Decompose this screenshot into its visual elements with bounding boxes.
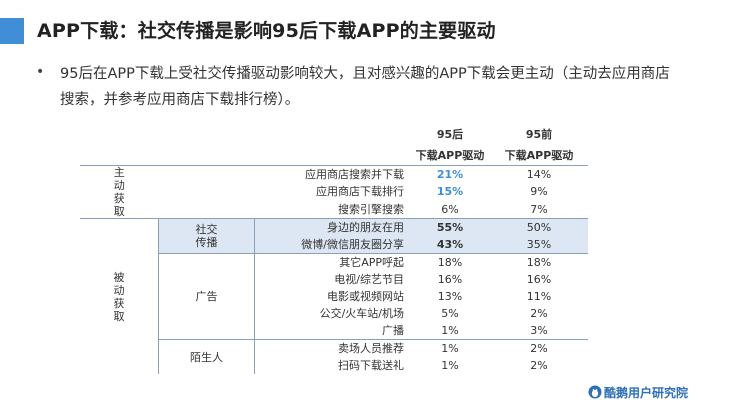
row-label: 搜索引擎搜索 bbox=[254, 200, 410, 219]
bullet-text: 95后在APP下载上受社交传播驱动影响较大，且对感兴趣的APP下载会更主动（主动… bbox=[60, 66, 670, 108]
value-95qian: 9% bbox=[530, 185, 548, 199]
table-row: 广播 1% 3% bbox=[80, 322, 588, 340]
row-label: 卖场人员推荐 bbox=[338, 342, 404, 355]
value-95qian: 2% bbox=[530, 359, 548, 372]
page-title: APP下载：社交传播是影响95后下载APP的主要驱动 bbox=[37, 20, 496, 42]
table-row: 扫码下载送礼 1% 2% bbox=[80, 357, 588, 374]
row-label: 广播 bbox=[254, 322, 410, 340]
download-driver-table: 95后 95前 下载APP驱动 下载APP驱动 主动获取 应用商店搜索并下载 2… bbox=[80, 124, 588, 374]
subheader-95hou: 下载APP驱动 bbox=[410, 146, 490, 166]
table-row: 陌生人 卖场人员推荐 1% 2% bbox=[80, 339, 588, 374]
row-label: 应用商店搜索并下载 bbox=[305, 168, 404, 182]
value-95qian: 14% bbox=[526, 168, 552, 182]
value-95qian: 18% bbox=[526, 256, 552, 269]
row-label: 扫码下载送礼 bbox=[338, 359, 404, 372]
brand-name: 酷鹅用户研究院 bbox=[604, 386, 689, 400]
table-row: 主动获取 应用商店搜索并下载 21% 14% bbox=[80, 165, 588, 219]
value-95hou: 6% bbox=[410, 200, 490, 219]
value-95hou: 13% bbox=[437, 290, 463, 303]
subgroup-label-ads: 广告 bbox=[158, 253, 255, 340]
subgroup-label-social: 社交 传播 bbox=[158, 218, 255, 254]
penguin-logo-icon bbox=[588, 385, 602, 399]
col-header-95qian: 95前 bbox=[525, 128, 553, 141]
table-header-row: 95后 95前 bbox=[80, 124, 588, 146]
value-95hou: 1% bbox=[441, 359, 459, 372]
table-row: 搜索引擎搜索 6% 7% bbox=[80, 200, 588, 219]
value-95qian: 50% bbox=[526, 221, 552, 234]
value-95qian: 2% bbox=[530, 342, 548, 355]
value-95hou: 16% bbox=[437, 273, 463, 286]
col-header-95hou: 95后 bbox=[436, 128, 464, 141]
table-row: 应用商店下载排行 15% 9% bbox=[80, 183, 588, 200]
row-label: 公交/火车站/机场 bbox=[319, 307, 404, 320]
table-row: 被动获取 社交 传播 身边的朋友在用 55% 50% bbox=[80, 218, 588, 374]
value-95hou: 18% bbox=[437, 256, 463, 269]
value-95hou: 15% bbox=[436, 185, 464, 199]
row-label: 应用商店下载排行 bbox=[316, 185, 404, 199]
value-95hou: 5% bbox=[441, 307, 459, 320]
row-label: 电视/综艺节目 bbox=[334, 273, 404, 286]
subgroup-label-stranger: 陌生人 bbox=[158, 339, 255, 374]
table-row: 电视/综艺节目 16% 16% bbox=[80, 271, 588, 288]
value-95qian: 3% bbox=[490, 322, 588, 340]
value-95hou: 1% bbox=[410, 322, 490, 340]
subheader-95qian: 下载APP驱动 bbox=[490, 146, 588, 166]
table-row: 微博/微信朋友圈分享 43% 35% bbox=[80, 236, 588, 254]
value-95qian: 2% bbox=[530, 307, 548, 320]
table-row: 公交/火车站/机场 5% 2% bbox=[80, 305, 588, 322]
value-95hou: 55% bbox=[436, 221, 464, 234]
value-95qian: 11% bbox=[526, 290, 552, 303]
value-95qian: 35% bbox=[490, 236, 588, 254]
group-label-active: 主动获取 bbox=[80, 165, 159, 219]
value-95hou: 43% bbox=[410, 236, 490, 254]
value-95qian: 16% bbox=[526, 273, 552, 286]
value-95hou: 21% bbox=[436, 168, 464, 182]
group-label-passive: 被动获取 bbox=[80, 218, 159, 374]
table-row: 电影或视频网站 13% 11% bbox=[80, 288, 588, 305]
value-95qian: 7% bbox=[490, 200, 588, 219]
table-row: 广告 其它APP呼起 18% 18% bbox=[80, 253, 588, 340]
title-accent-bar bbox=[0, 18, 24, 44]
value-95hou: 1% bbox=[441, 342, 459, 355]
brand-logo: 酷鹅用户研究院 bbox=[588, 384, 688, 401]
row-label: 其它APP呼起 bbox=[339, 256, 404, 269]
row-label: 电影或视频网站 bbox=[327, 290, 404, 303]
table-subheader-row: 下载APP驱动 下载APP驱动 bbox=[80, 146, 588, 166]
row-label: 微博/微信朋友圈分享 bbox=[254, 236, 410, 254]
row-label: 身边的朋友在用 bbox=[327, 221, 404, 234]
bullet-dot: • bbox=[36, 64, 45, 80]
